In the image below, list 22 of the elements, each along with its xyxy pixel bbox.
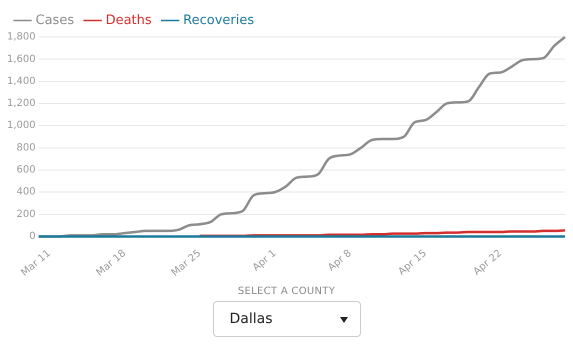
y-tick-label: 200 [16,208,36,220]
x-tick-label: Apr 1 [250,248,279,274]
y-tick-label: 1,000 [6,120,36,132]
x-tick-label: Apr 8 [326,248,354,274]
y-tick-label: 1,800 [6,32,36,43]
x-tick-label: Mar 11 [19,248,53,279]
legend-label: Deaths [106,12,152,28]
county-dropdown: Dallas [212,301,360,337]
y-tick-label: 1,400 [6,76,36,87]
x-tick-label: Mar 18 [94,248,128,279]
y-tick-label: 400 [16,186,36,198]
y-tick-label: 800 [16,142,36,154]
x-tick-label: Mar 25 [170,248,204,279]
y-tick-label: 1,600 [6,54,36,65]
legend-label: Recoveries [183,12,254,28]
y-tick-label: 0 [29,231,36,242]
legend-label: Cases [36,12,74,28]
x-tick-label: Apr 15 [396,248,429,278]
x-tick-label: Apr 22 [472,248,504,278]
y-tick-label: 1,200 [6,98,36,110]
text: SELECT A COUNTY [236,286,336,297]
y-tick-label: 600 [16,164,36,176]
